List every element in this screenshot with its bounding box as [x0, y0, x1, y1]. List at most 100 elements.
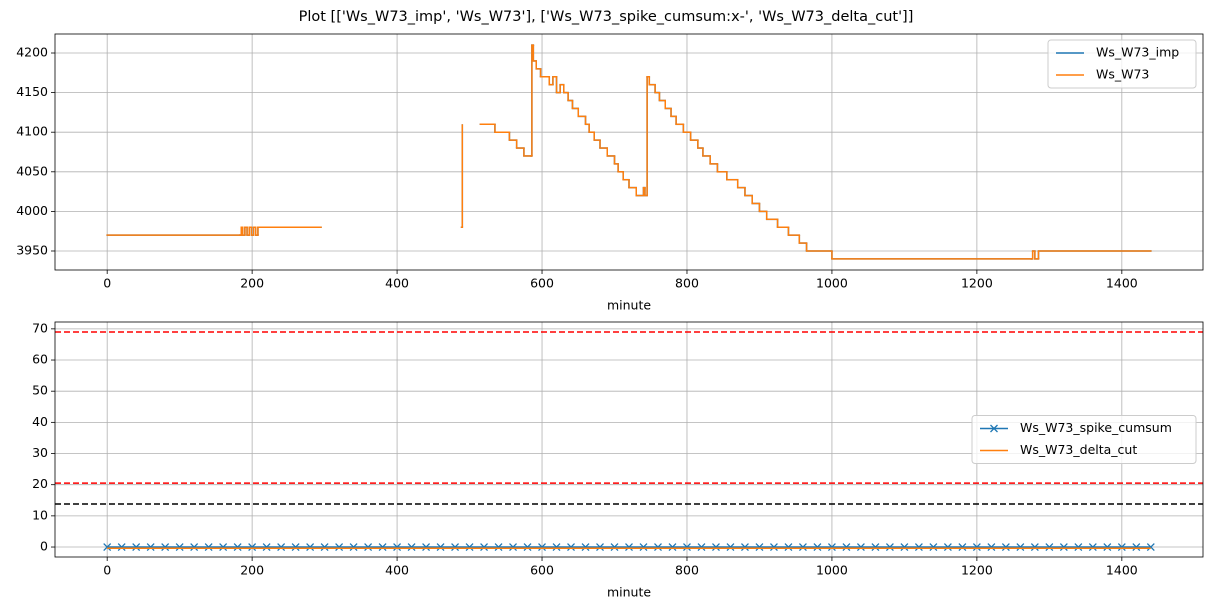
- marker: [436, 543, 445, 551]
- subplot: 0 200 400 600 800 1000 1200 1400 0 10 20 30 40 50 60 70…: [32, 320, 1204, 600]
- x-tick-label: 600: [530, 276, 554, 291]
- marker: [784, 543, 793, 551]
- marker: [277, 543, 286, 551]
- marker: [610, 543, 619, 551]
- marker: [1001, 543, 1010, 551]
- marker: [943, 543, 952, 551]
- marker: [668, 543, 677, 551]
- marker: [364, 543, 373, 551]
- marker: [552, 543, 561, 551]
- y-tick-label: 0: [40, 539, 48, 554]
- marker: [161, 543, 170, 551]
- marker: [1117, 543, 1126, 551]
- x-tick-label: 1200: [961, 276, 993, 291]
- marker: [1103, 543, 1112, 551]
- x-tick-label: 0: [103, 276, 111, 291]
- marker: [378, 543, 387, 551]
- marker: [1074, 543, 1083, 551]
- marker: [871, 543, 880, 551]
- marker: [741, 543, 749, 551]
- marker: [233, 543, 242, 551]
- marker: [1016, 543, 1025, 551]
- x-tick-label: 1400: [1106, 276, 1138, 291]
- marker: [219, 543, 228, 551]
- marker: [146, 543, 155, 551]
- marker: [755, 543, 764, 551]
- x-tick-label: 200: [240, 563, 264, 578]
- x-tick-label: 1000: [816, 276, 848, 291]
- x-tick-label: 600: [530, 563, 554, 578]
- marker: [291, 543, 300, 551]
- marker: [248, 543, 257, 551]
- legend-box: [1047, 39, 1197, 89]
- legend-marker: [990, 424, 998, 433]
- marker: [117, 543, 126, 551]
- marker: [813, 543, 822, 551]
- legend: Ws_W73_spike_cumsum Ws_W73_delta_cut: [971, 415, 1197, 464]
- y-tick-label: 50: [32, 383, 48, 398]
- marker: [1088, 543, 1097, 551]
- marker: [639, 543, 648, 551]
- marker: [1132, 543, 1141, 551]
- marker: [683, 543, 691, 551]
- marker: [726, 543, 735, 551]
- marker: [596, 543, 604, 551]
- marker: [465, 543, 474, 551]
- x-tick-label: 200: [240, 276, 264, 291]
- marker: [1030, 543, 1039, 551]
- marker: [567, 543, 575, 551]
- marker: [712, 543, 720, 551]
- x-tick-label: 400: [385, 563, 409, 578]
- x-axis-label: minute: [607, 298, 651, 313]
- marker: [451, 543, 460, 551]
- x-tick-label: 1200: [961, 563, 993, 578]
- marker: [494, 543, 503, 551]
- marker: [393, 543, 402, 551]
- marker: [306, 543, 315, 551]
- marker: [407, 543, 416, 551]
- x-tick-label: 1400: [1106, 563, 1138, 578]
- marker: [885, 543, 894, 551]
- marker: [190, 543, 199, 551]
- marker: [625, 543, 633, 551]
- y-tick-label: 4200: [16, 45, 48, 60]
- marker: [320, 543, 329, 551]
- x-axis-label: minute: [607, 585, 651, 600]
- marker: [900, 543, 909, 551]
- marker: [914, 543, 923, 551]
- marker: [480, 543, 489, 551]
- marker: [335, 543, 344, 551]
- x-tick-label: 400: [385, 276, 409, 291]
- legend-label: Ws_W73: [1096, 67, 1149, 82]
- y-tick-label: 3950: [16, 242, 48, 257]
- marker: [581, 543, 590, 551]
- marker: [654, 543, 662, 551]
- axes-frame: [54, 33, 1204, 271]
- marker: [422, 543, 431, 551]
- axes-frame: [54, 321, 1204, 558]
- subplot: 0 200 400 600 800 1000 1200 1400 3950 4000 4050 410…: [16, 33, 1204, 313]
- marker: [798, 543, 807, 551]
- series: [103, 543, 1155, 551]
- marker: [538, 543, 546, 551]
- marker: [1059, 543, 1068, 551]
- y-tick-label: 30: [32, 445, 48, 460]
- y-tick-label: 20: [32, 476, 48, 491]
- marker: [987, 543, 996, 551]
- marker: [204, 543, 213, 551]
- marker: [769, 543, 778, 551]
- x-tick-label: 800: [675, 276, 699, 291]
- figure-title: Plot [['Ws_W73_imp', 'Ws_W73'], ['Ws_W73…: [299, 9, 914, 25]
- marker: [523, 543, 532, 551]
- y-tick-label: 4150: [16, 84, 48, 99]
- marker: [842, 543, 851, 551]
- marker: [972, 543, 981, 551]
- marker: [349, 543, 358, 551]
- marker: [175, 543, 184, 551]
- x-tick-label: 0: [103, 563, 111, 578]
- y-tick-label: 70: [32, 320, 48, 335]
- legend-label: Ws_W73_imp: [1096, 45, 1179, 60]
